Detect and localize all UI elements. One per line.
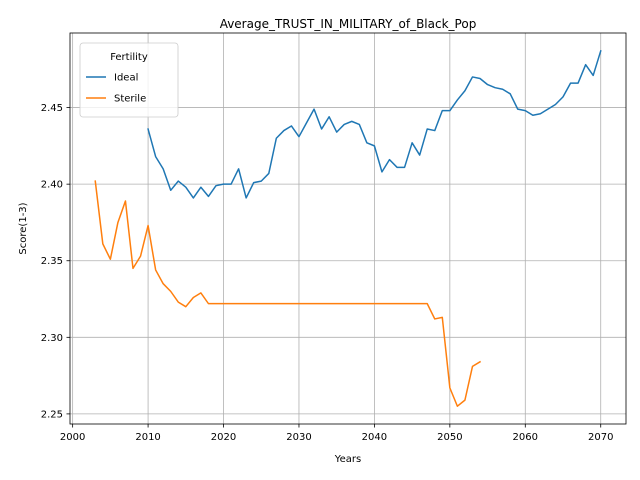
x-axis-label: Years xyxy=(334,454,361,465)
plot-frame xyxy=(69,32,627,425)
y-axis-label: Score(1-3) xyxy=(18,202,29,254)
x-tick-label: 2020 xyxy=(211,432,236,443)
x-tick-label: 2010 xyxy=(135,432,160,443)
legend-label-sterile: Sterile xyxy=(114,94,146,105)
y-tick-label: 2.25 xyxy=(41,409,63,420)
legend-items: Ideal Sterile xyxy=(86,73,146,105)
legend-label-ideal: Ideal xyxy=(114,73,138,84)
chart-title: Average_TRUST_IN_MILITARY_of_Black_Pop xyxy=(220,17,477,31)
x-tick-label: 2060 xyxy=(513,432,538,443)
series-lines xyxy=(94,49,602,407)
x-tick-label: 2040 xyxy=(362,432,387,443)
y-tick-label: 2.40 xyxy=(41,180,63,191)
y-tick-label: 2.30 xyxy=(41,333,63,344)
x-tick-label: 2070 xyxy=(588,432,613,443)
series-line-sterile xyxy=(94,180,482,407)
y-tick-label: 2.35 xyxy=(41,256,63,267)
axis-ticks: 2000 2010 2020 2030 2040 2050 2060 2070 2.25 2.30… xyxy=(41,103,614,443)
legend-title: Fertility xyxy=(110,52,148,63)
series-line-ideal xyxy=(147,49,602,199)
y-tick-label: 2.45 xyxy=(41,103,63,114)
legend: Fertility Ideal Sterile xyxy=(79,42,179,118)
x-tick-label: 2050 xyxy=(437,432,462,443)
x-tick-label: 2030 xyxy=(286,432,311,443)
x-tick-label: 2000 xyxy=(60,432,85,443)
